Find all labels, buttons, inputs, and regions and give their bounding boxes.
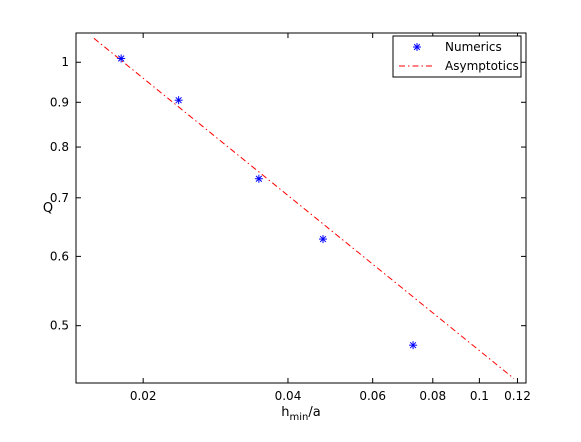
legend: Numerics Asymptotics <box>392 35 522 78</box>
x-axis-label-rest: /a <box>308 405 320 420</box>
x-axis-label-sub: min <box>290 412 309 423</box>
legend-asterisk-stroke <box>413 43 421 51</box>
x-axis-label: hmin/a <box>281 405 320 423</box>
x-tick-label: 0.06 <box>359 389 386 403</box>
y-axis-ticks: 0.5 0.6 0.7 0.8 0.9 1 <box>50 55 526 333</box>
legend-asterisk <box>413 43 421 51</box>
plot-area <box>75 32 527 384</box>
numerics-point-stroke <box>409 341 417 349</box>
x-tick-label: 0.1 <box>470 389 489 403</box>
legend-marker-numerics <box>413 43 421 51</box>
y-tick-label: 1 <box>61 55 69 69</box>
legend-label-asymptotics: Asymptotics <box>445 59 519 73</box>
x-tick-label: 0.02 <box>130 389 157 403</box>
numerics-point <box>409 341 418 350</box>
y-tick-label: 0.5 <box>50 319 69 333</box>
asymptotics-line <box>93 37 515 379</box>
x-tick-label: 0.12 <box>504 389 531 403</box>
numerics-point-stroke <box>117 55 125 62</box>
y-tick-label: 0.9 <box>50 95 69 109</box>
numerics-point-stroke <box>255 175 263 182</box>
numerics-point-stroke <box>319 235 327 243</box>
y-tick-label: 0.8 <box>50 140 69 154</box>
numerics-point-stroke <box>175 96 182 104</box>
numerics-point <box>254 174 263 183</box>
numerics-point <box>117 54 126 63</box>
numerics-point <box>318 235 327 244</box>
legend-box <box>392 35 522 78</box>
y-tick-label: 0.6 <box>50 249 69 263</box>
legend-label-numerics: Numerics <box>445 40 502 54</box>
numerics-point <box>174 96 183 105</box>
y-axis-label: Q <box>43 201 53 216</box>
x-tick-label: 0.08 <box>419 389 446 403</box>
series-layer <box>93 37 515 379</box>
x-axis-label-main: h <box>281 405 289 420</box>
y-tick-label: 0.7 <box>50 191 69 205</box>
x-tick-label: 0.04 <box>275 389 302 403</box>
